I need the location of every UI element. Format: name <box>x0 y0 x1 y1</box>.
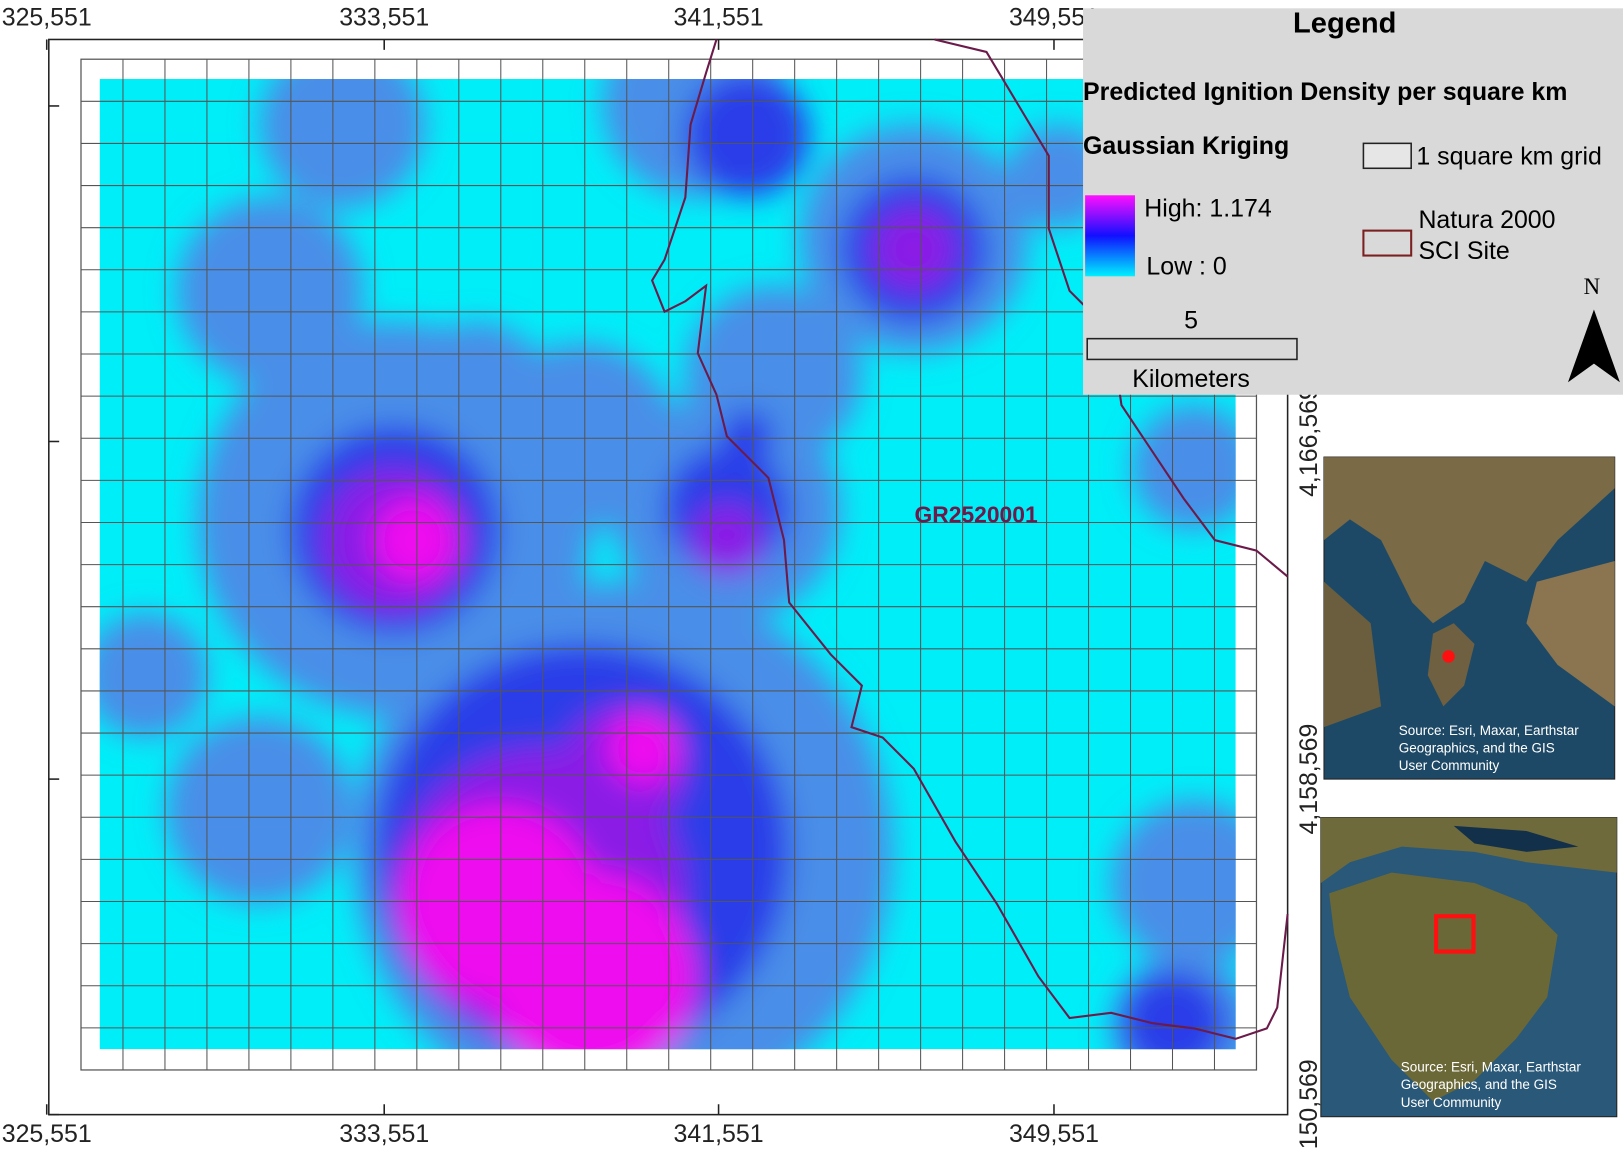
scale-bar <box>1086 337 1298 361</box>
inset-source: Source: Esri, Maxar, Earthstar <box>1399 723 1580 738</box>
bottom-coord-label: 349,551 <box>1009 1120 1099 1148</box>
land <box>1323 581 1382 728</box>
natura-legend-label: Natura 2000 <box>1418 206 1555 234</box>
density-patch <box>872 207 956 291</box>
density-patch <box>488 872 696 1050</box>
inset-source: Geographics, and the GIS <box>1399 741 1555 756</box>
top-coord-label: 341,551 <box>674 3 764 31</box>
inset-regional: Source: Esri, Maxar, Earthstar Geographic… <box>1320 817 1618 1118</box>
inset-source: Geographics, and the GIS <box>1401 1077 1557 1092</box>
natura-boundary <box>650 39 1289 1040</box>
land <box>1329 872 1558 1102</box>
legend-subtitle: Predicted Ignition Density per square km <box>1083 78 1567 106</box>
density-patch <box>1131 405 1236 530</box>
north-arrow <box>1567 309 1620 383</box>
color-ramp <box>1085 195 1135 277</box>
scale-value: 5 <box>1184 307 1198 335</box>
bottom-coord-label: 341,551 <box>674 1120 764 1148</box>
study-area-marker <box>1442 650 1455 663</box>
top-coord-label: 333,551 <box>339 3 429 31</box>
right-coord-label: 4,150,569 <box>1295 1059 1323 1150</box>
land <box>1427 623 1475 707</box>
density-patch <box>721 410 774 463</box>
study-area-box <box>1434 914 1476 954</box>
grid-swatch <box>1362 142 1412 170</box>
bottom-coord-label: 333,551 <box>339 1120 429 1148</box>
ramp-low: Low : 0 <box>1146 253 1226 281</box>
right-coord-label: 4,166,569 <box>1295 386 1323 497</box>
land <box>1320 817 1617 883</box>
natura-swatch <box>1362 229 1413 257</box>
natura-legend-label: SCI Site <box>1418 237 1509 265</box>
scale-unit: Kilometers <box>1132 365 1250 393</box>
north-label: N <box>1584 274 1600 299</box>
legend-method: Gaussian Kriging <box>1083 132 1289 160</box>
inset-source: User Community <box>1401 1095 1502 1110</box>
grid-legend-label: 1 square km grid <box>1416 142 1601 170</box>
density-patch <box>1111 799 1236 967</box>
legend-title: Legend <box>1293 8 1396 40</box>
density-patch <box>176 197 364 385</box>
density-patch <box>99 612 208 738</box>
density-patch <box>404 322 551 468</box>
land <box>1323 457 1615 624</box>
ramp-high: High: 1.174 <box>1144 194 1272 222</box>
land <box>1526 560 1615 707</box>
density-patch <box>685 78 810 198</box>
right-coord-label: 4,158,569 <box>1295 724 1323 835</box>
density-patch <box>166 716 354 904</box>
water <box>1453 825 1579 852</box>
inset-source: Source: Esri, Maxar, Earthstar <box>1401 1059 1582 1074</box>
legend-box <box>1083 8 1623 395</box>
site-label: GR2520001 <box>915 501 1038 527</box>
density-raster <box>99 78 1236 1050</box>
top-coord-label: 325,551 <box>2 3 92 31</box>
density-patch <box>607 711 681 785</box>
density-patch <box>373 498 457 582</box>
bottom-coord-label: 325,551 <box>2 1120 92 1148</box>
inset-source: User Community <box>1399 758 1500 773</box>
inset-overview: Source: Esri, Maxar, Earthstar Geographic… <box>1323 456 1616 780</box>
